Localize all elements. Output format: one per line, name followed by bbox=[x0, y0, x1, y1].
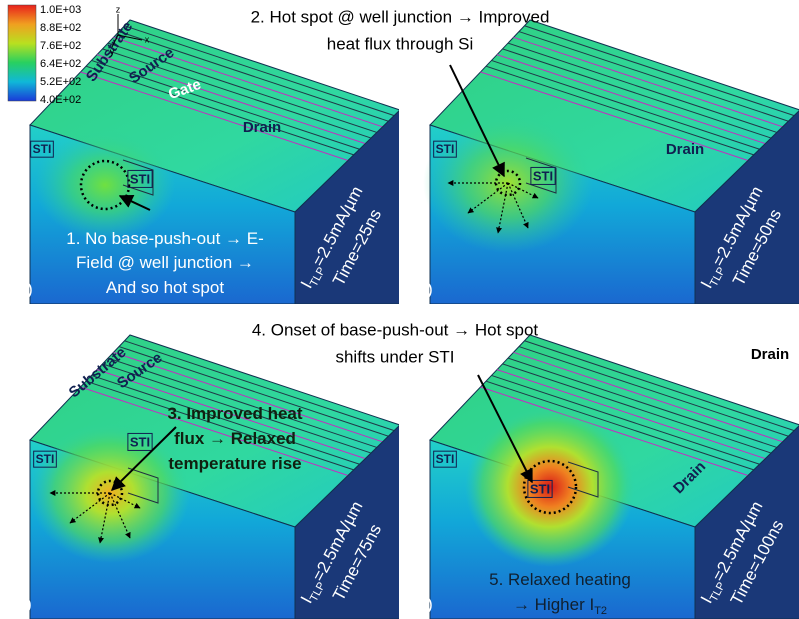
note-subscript: T2 bbox=[594, 605, 607, 617]
colorbar-label: 6.4E+02 bbox=[40, 58, 81, 70]
note-text: And so hot spot bbox=[106, 278, 224, 297]
region-label: STI bbox=[530, 481, 550, 496]
panel-letter: (a) bbox=[12, 279, 33, 298]
note-text: → Higher I bbox=[513, 595, 594, 614]
colorbar-label: 1.0E+03 bbox=[40, 4, 81, 16]
colorbar-label: 4.0E+02 bbox=[40, 94, 81, 106]
axis-letter: z bbox=[116, 4, 121, 14]
region-label: Drain bbox=[243, 119, 281, 136]
note-text: 3. Improved heat bbox=[167, 404, 302, 423]
note-text: Field @ well junction → bbox=[76, 253, 254, 272]
panel-letter: (c) bbox=[12, 594, 32, 613]
note-line: 5. Relaxed heating bbox=[489, 570, 631, 589]
note-line: Field @ well junction → bbox=[76, 253, 254, 272]
colorbar-label: 8.8E+02 bbox=[40, 22, 81, 34]
note-text: 5. Relaxed heating bbox=[489, 570, 631, 589]
axis-letter: x bbox=[145, 34, 150, 44]
note-line: → Higher IT2 bbox=[513, 595, 607, 616]
colorbar bbox=[8, 5, 36, 101]
note-line: 1. No base-push-out → E- bbox=[66, 229, 263, 248]
panel-letter: (d) bbox=[412, 594, 433, 613]
region-label: STI bbox=[130, 171, 150, 186]
region-label: STI bbox=[436, 452, 455, 466]
annotation: 2. Hot spot @ well junction → Improved bbox=[251, 7, 550, 26]
region-label: STI bbox=[436, 142, 455, 156]
annotation: 4. Onset of base-push-out → Hot spot bbox=[252, 320, 539, 339]
figure: STISTIDrainGateSourceSubstrate(a)ITLP=2.… bbox=[0, 0, 799, 619]
note-line: 3. Improved heat bbox=[167, 404, 302, 423]
annotation: heat flux through Si bbox=[327, 34, 473, 53]
note-text: 1. No base-push-out → E- bbox=[66, 229, 263, 248]
note-text: temperature rise bbox=[168, 454, 301, 473]
colorbar-label: 7.6E+02 bbox=[40, 40, 81, 52]
note-line: And so hot spot bbox=[106, 278, 224, 297]
region-label: STI bbox=[533, 168, 553, 183]
region-label: STI bbox=[130, 434, 150, 449]
hot-region bbox=[35, 130, 175, 240]
region-label: STI bbox=[36, 452, 55, 466]
colorbar-label: 5.2E+02 bbox=[40, 76, 81, 88]
annotation: shifts under STI bbox=[335, 347, 454, 366]
axis-letter: y bbox=[110, 46, 115, 56]
note-line: flux → Relaxed bbox=[174, 429, 296, 448]
region-label: Drain bbox=[751, 346, 789, 363]
panel-letter: (b) bbox=[412, 279, 433, 298]
region-label: STI bbox=[33, 142, 52, 156]
note-text: flux → Relaxed bbox=[174, 429, 296, 448]
region-label: Drain bbox=[666, 141, 704, 158]
note-line: temperature rise bbox=[168, 454, 301, 473]
